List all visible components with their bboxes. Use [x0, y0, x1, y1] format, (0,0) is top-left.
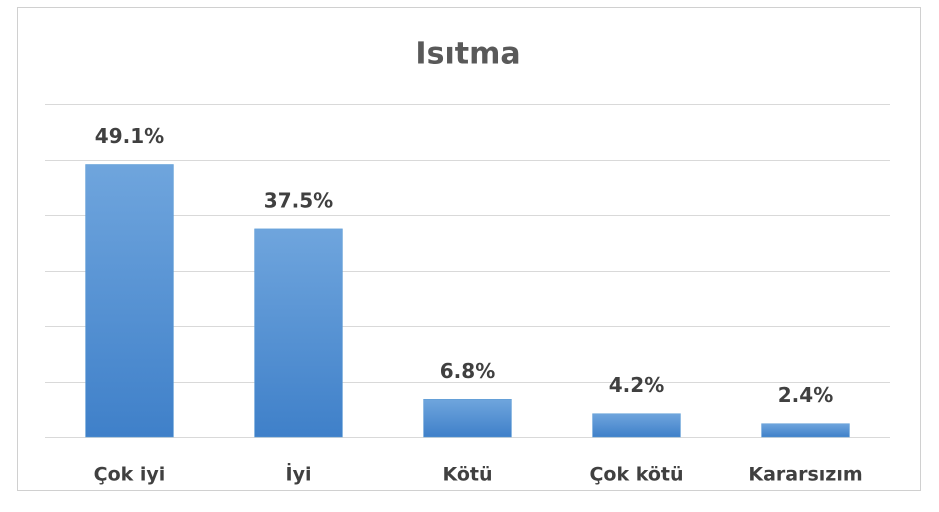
data-label: 49.1%	[95, 124, 164, 148]
bar	[254, 228, 343, 438]
x-tick-label: İyi	[286, 462, 312, 486]
data-label: 6.8%	[440, 359, 495, 383]
data-label: 4.2%	[609, 373, 664, 397]
bar	[85, 164, 174, 438]
x-tick-label: Kötü	[442, 464, 492, 486]
data-label: 37.5%	[264, 188, 333, 212]
chart-title: Isıtma	[415, 37, 520, 72]
bar	[761, 423, 850, 438]
x-tick-label: Kararsızım	[748, 464, 862, 486]
bar	[423, 399, 512, 438]
x-tick-label: Çok kötü	[589, 464, 683, 486]
bar	[592, 413, 681, 438]
data-label: 2.4%	[778, 383, 833, 407]
x-tick-label: Çok iyi	[94, 464, 166, 486]
